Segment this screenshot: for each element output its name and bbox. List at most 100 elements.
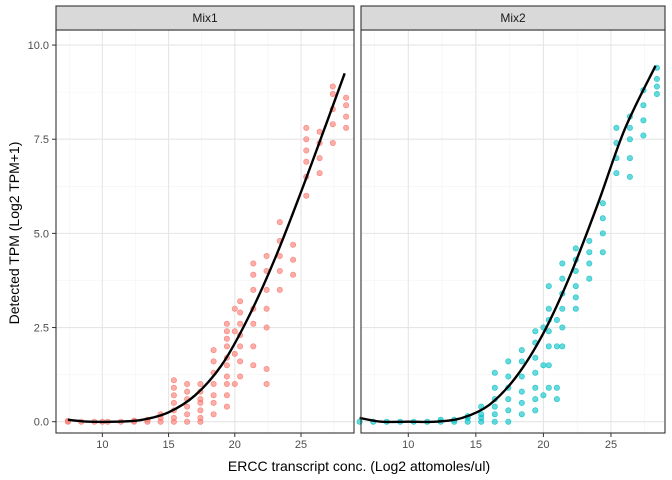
fit-curve [359, 65, 657, 424]
data-point [303, 192, 310, 199]
data-point [184, 418, 191, 425]
data-point [559, 305, 566, 312]
points-group [64, 83, 350, 425]
data-point [223, 403, 230, 410]
data-point [276, 286, 283, 293]
y-tick-label: 0.0 [34, 417, 49, 429]
data-point [518, 388, 525, 395]
data-point [237, 373, 244, 380]
data-point [626, 155, 633, 162]
facet-strip-label: Mix1 [192, 11, 218, 25]
data-point [263, 286, 270, 293]
data-point [626, 173, 633, 180]
data-point [303, 124, 310, 131]
data-point [505, 358, 512, 365]
data-point [532, 384, 539, 391]
data-point [599, 249, 606, 256]
data-point [343, 124, 350, 131]
data-point [290, 256, 297, 263]
data-point [263, 324, 270, 331]
data-point [545, 283, 552, 290]
x-tick-label: 10 [402, 439, 414, 451]
facet-panel-mix1: Mix1 10 15 20 25 [55, 5, 355, 451]
data-point [231, 305, 238, 312]
y-axis-title: Detected TPM (Log2 TPM+1) [6, 142, 22, 325]
data-point [518, 358, 525, 365]
data-point [329, 140, 336, 147]
data-point [329, 91, 336, 98]
panels-layer: Mix1 10 15 20 25 Mix2 10 15 20 25 0.0 2.5 5.0 7.5 10.0 [28, 5, 666, 451]
data-point [223, 343, 230, 350]
data-point [653, 76, 660, 83]
facet-panel-mix2: Mix2 10 15 20 25 [356, 5, 666, 451]
data-point [237, 309, 244, 316]
data-point [197, 396, 204, 403]
data-point [559, 343, 566, 350]
data-point [532, 396, 539, 403]
data-point [237, 298, 244, 305]
data-point [532, 354, 539, 361]
data-point [491, 411, 498, 418]
data-point [210, 411, 217, 418]
data-point [553, 396, 560, 403]
data-point [250, 320, 257, 327]
data-point [231, 380, 238, 387]
data-point [210, 380, 217, 387]
data-point [505, 407, 512, 414]
facet-strip [360, 5, 666, 31]
data-point [184, 403, 191, 410]
data-point [263, 305, 270, 312]
data-point [263, 380, 270, 387]
data-point [210, 358, 217, 365]
data-point [223, 373, 230, 380]
data-point [586, 260, 593, 267]
facet-strip [55, 5, 355, 31]
data-point [210, 392, 217, 399]
data-point [640, 117, 647, 124]
data-point [640, 132, 647, 139]
data-point [237, 358, 244, 365]
data-point [197, 407, 204, 414]
data-point [586, 237, 593, 244]
data-point [545, 362, 552, 369]
data-point [613, 124, 620, 131]
data-point [223, 392, 230, 399]
data-point [545, 384, 552, 391]
data-point [263, 365, 270, 372]
data-point [599, 215, 606, 222]
data-point [545, 305, 552, 312]
data-point [223, 320, 230, 327]
data-point [184, 380, 191, 387]
x-tick-label: 25 [605, 439, 617, 451]
data-point [343, 113, 350, 120]
data-point [343, 94, 350, 101]
data-point [505, 418, 512, 425]
x-axis-title: ERCC transcript conc. (Log2 attomoles/ul… [228, 458, 490, 474]
panel-background [56, 30, 354, 433]
data-point [250, 286, 257, 293]
data-point [316, 155, 323, 162]
data-point [545, 328, 552, 335]
data-point [505, 396, 512, 403]
data-point [491, 418, 498, 425]
data-point [518, 347, 525, 354]
data-point [553, 316, 560, 323]
data-point [276, 267, 283, 274]
data-point [250, 271, 257, 278]
data-point [210, 399, 217, 406]
data-point [545, 343, 552, 350]
data-point [640, 102, 647, 109]
data-point [329, 83, 336, 90]
data-point [231, 328, 238, 335]
data-point [316, 170, 323, 177]
data-point [599, 230, 606, 237]
data-point [613, 170, 620, 177]
data-point [626, 124, 633, 131]
data-point [223, 362, 230, 369]
data-point [553, 384, 560, 391]
data-point [559, 275, 566, 282]
data-point [184, 388, 191, 395]
data-point [586, 249, 593, 256]
data-point [343, 102, 350, 109]
